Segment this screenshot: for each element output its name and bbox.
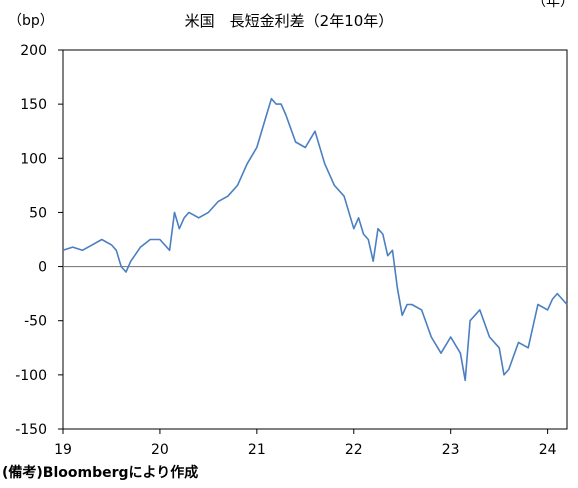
y-tick-label: 100 (20, 151, 47, 167)
y-tick-label: 150 (20, 97, 47, 113)
y-tick-label: 0 (38, 260, 47, 276)
x-tick-label: 20 (151, 442, 169, 458)
series-line (62, 97, 568, 382)
chart-title: 米国 長短金利差（2年10年） (184, 12, 394, 30)
axes (58, 49, 568, 434)
x-tick-label: 21 (248, 442, 266, 458)
tick-labels: -150 -100 -50 0 50 100 150 200 19 20 21 22 23 24 (15, 43, 556, 458)
y-tick-label: -150 (15, 422, 47, 438)
x-tick-label: 23 (442, 442, 460, 458)
x-tick-label: 24 (539, 442, 557, 458)
source-note: (備考)Bloombergにより作成 (2, 465, 199, 481)
y-tick-label: 50 (29, 205, 47, 221)
x-tick-label: 22 (345, 442, 363, 458)
y-tick-label: -50 (24, 314, 47, 330)
y-axis-unit-label: （bp） (8, 13, 54, 29)
x-tick-label: 19 (54, 442, 72, 458)
y-tick-label: 200 (20, 43, 47, 59)
y-tick-label: -100 (15, 368, 47, 384)
x-axis-unit-label: （年） (532, 0, 574, 10)
series-layer (62, 97, 568, 382)
plot-frame (62, 49, 568, 430)
